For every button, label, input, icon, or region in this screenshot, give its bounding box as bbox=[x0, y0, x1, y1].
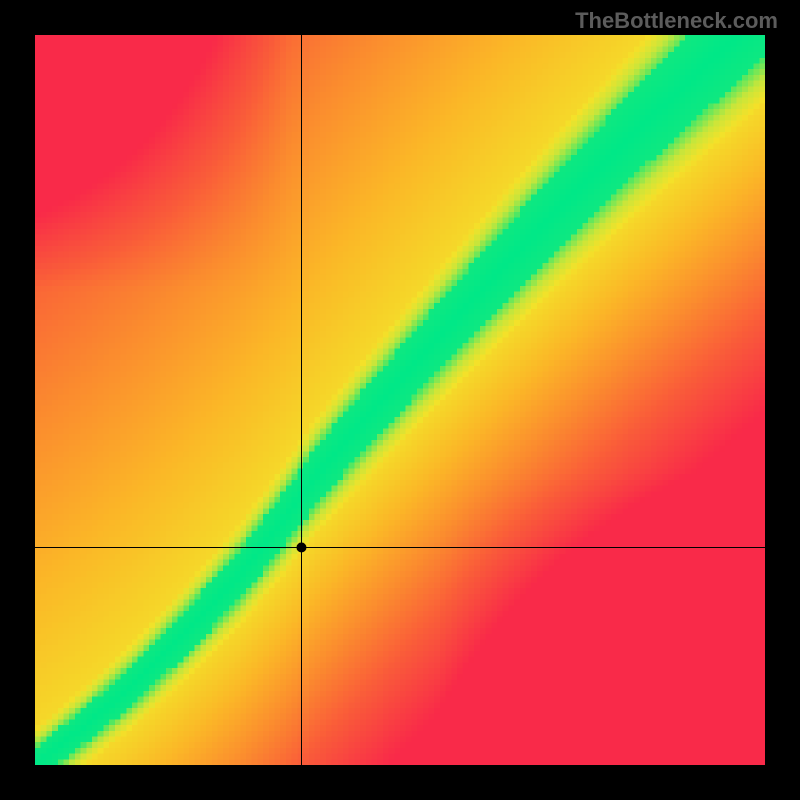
watermark-text: TheBottleneck.com bbox=[575, 8, 778, 34]
heatmap-plot bbox=[35, 35, 765, 765]
chart-container: { "type": "heatmap", "source_watermark":… bbox=[0, 0, 800, 800]
crosshair-overlay bbox=[35, 35, 765, 765]
